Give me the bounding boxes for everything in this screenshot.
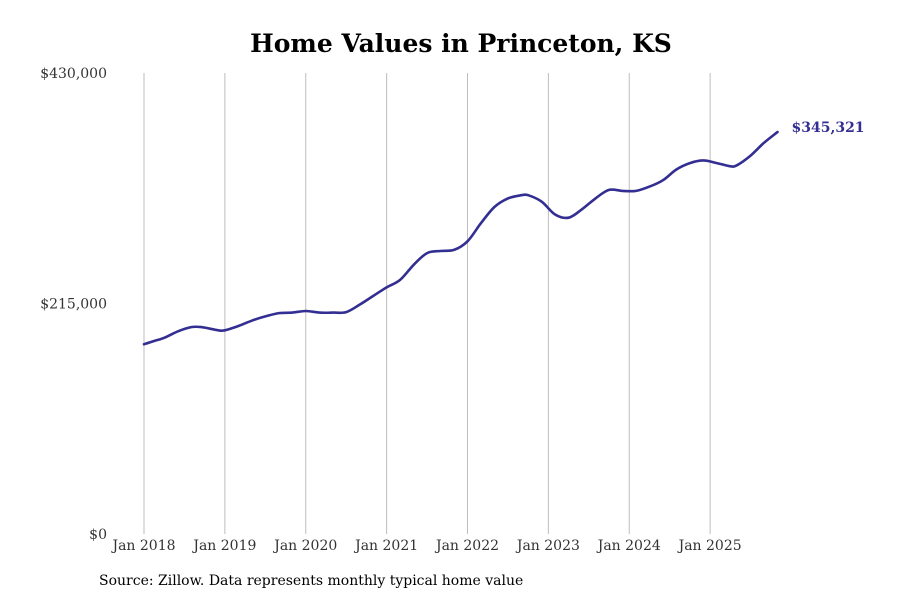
grid-lines xyxy=(143,73,711,534)
y-tick-label: $215,000 xyxy=(40,297,107,313)
y-tick-label: $430,000 xyxy=(40,66,107,82)
series-layer: $345,321 xyxy=(142,120,865,346)
x-tick-label: Jan 2021 xyxy=(353,538,418,554)
x-tick-label: Jan 2022 xyxy=(434,538,499,554)
series-line xyxy=(142,130,779,346)
x-tick-label: Jan 2023 xyxy=(515,538,580,554)
x-tick-label: Jan 2020 xyxy=(272,538,337,554)
y-axis-tick-labels: $0 $215,000 $430,000 xyxy=(40,66,107,543)
x-tick-label: Jan 2024 xyxy=(596,538,661,554)
chart-title: Home Values in Princeton, KS xyxy=(250,29,672,58)
x-tick-label: Jan 2018 xyxy=(110,538,175,554)
x-tick-label: Jan 2025 xyxy=(677,538,742,554)
y-tick-label: $0 xyxy=(89,527,107,543)
series-end-label: $345,321 xyxy=(791,120,864,136)
x-axis-tick-labels: Jan 2018 Jan 2019 Jan 2020 Jan 2021 Jan 2022… xyxy=(110,538,741,554)
source-note: Source: Zillow. Data represents monthly … xyxy=(99,573,524,589)
x-tick-label: Jan 2019 xyxy=(191,538,256,554)
